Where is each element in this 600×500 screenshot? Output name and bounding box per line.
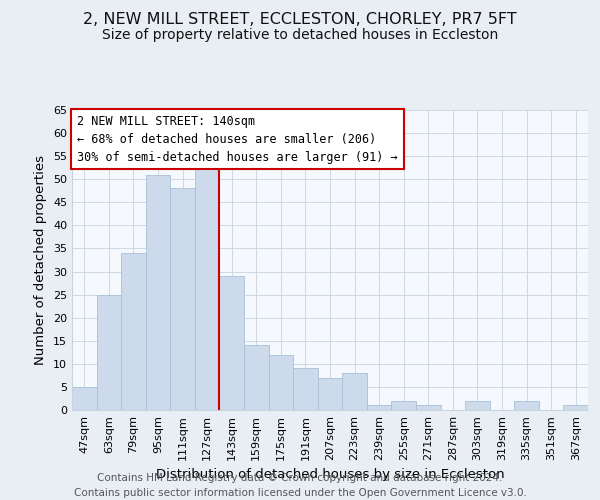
Bar xyxy=(465,401,490,410)
Bar xyxy=(170,188,195,410)
Bar xyxy=(318,378,342,410)
Bar xyxy=(146,174,170,410)
Bar xyxy=(391,401,416,410)
Bar xyxy=(563,406,588,410)
Bar xyxy=(97,294,121,410)
Text: 2, NEW MILL STREET, ECCLESTON, CHORLEY, PR7 5FT: 2, NEW MILL STREET, ECCLESTON, CHORLEY, … xyxy=(83,12,517,28)
Text: Size of property relative to detached houses in Eccleston: Size of property relative to detached ho… xyxy=(102,28,498,42)
Bar xyxy=(195,166,220,410)
Y-axis label: Number of detached properties: Number of detached properties xyxy=(34,155,47,365)
Bar xyxy=(367,406,391,410)
Bar xyxy=(244,346,269,410)
Bar xyxy=(220,276,244,410)
Text: Contains HM Land Registry data © Crown copyright and database right 2024.
Contai: Contains HM Land Registry data © Crown c… xyxy=(74,472,526,498)
Text: 2 NEW MILL STREET: 140sqm
← 68% of detached houses are smaller (206)
30% of semi: 2 NEW MILL STREET: 140sqm ← 68% of detac… xyxy=(77,114,398,164)
Bar xyxy=(121,253,146,410)
Bar xyxy=(342,373,367,410)
Bar xyxy=(293,368,318,410)
Bar xyxy=(416,406,440,410)
X-axis label: Distribution of detached houses by size in Eccleston: Distribution of detached houses by size … xyxy=(155,468,505,481)
Bar xyxy=(269,354,293,410)
Bar xyxy=(514,401,539,410)
Bar xyxy=(72,387,97,410)
